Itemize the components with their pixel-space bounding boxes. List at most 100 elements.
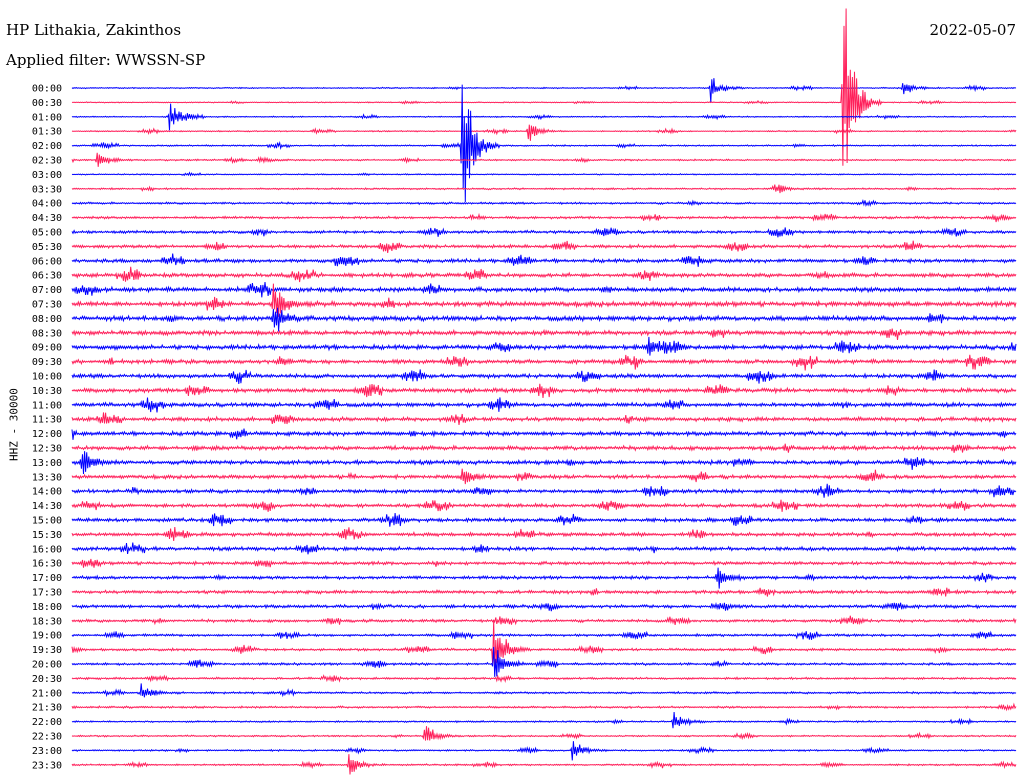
y-tick-2330: 23:30 bbox=[32, 760, 62, 771]
trace-row-0400 bbox=[71, 199, 1017, 208]
y-tick-1530: 15:30 bbox=[32, 530, 62, 541]
trace-row-1130 bbox=[71, 412, 1017, 425]
trace-row-1830 bbox=[71, 615, 1017, 626]
y-tick-0430: 04:30 bbox=[32, 213, 62, 224]
trace-row-1200 bbox=[71, 428, 1017, 440]
y-tick-0600: 06:00 bbox=[32, 256, 62, 267]
trace-row-1530 bbox=[71, 526, 1017, 542]
y-tick-2000: 20:00 bbox=[32, 660, 62, 671]
y-tick-1430: 14:30 bbox=[32, 501, 62, 512]
trace-row-1400 bbox=[71, 483, 1017, 498]
y-tick-1500: 15:00 bbox=[32, 516, 62, 527]
y-tick-1730: 17:30 bbox=[32, 588, 62, 599]
trace-row-1100 bbox=[71, 397, 1017, 413]
trace-row-1030 bbox=[71, 383, 1017, 398]
y-tick-2030: 20:30 bbox=[32, 674, 62, 685]
trace-row-2100 bbox=[71, 683, 1017, 698]
y-tick-0200: 02:00 bbox=[32, 141, 62, 152]
trace-row-0730 bbox=[71, 283, 1017, 317]
y-tick-1300: 13:00 bbox=[32, 458, 62, 469]
trace-row-1700 bbox=[71, 567, 1017, 589]
y-tick-2130: 21:30 bbox=[32, 703, 62, 714]
trace-row-0200 bbox=[71, 84, 1017, 203]
y-tick-0700: 07:00 bbox=[32, 285, 62, 296]
trace-row-1300 bbox=[71, 451, 1017, 475]
trace-row-1000 bbox=[71, 369, 1017, 384]
y-tick-0800: 08:00 bbox=[32, 314, 62, 325]
trace-row-0230 bbox=[71, 152, 1017, 167]
y-tick-1400: 14:00 bbox=[32, 487, 62, 498]
trace-row-0000 bbox=[71, 78, 1017, 104]
trace-row-1730 bbox=[71, 587, 1017, 597]
y-tick-1900: 19:00 bbox=[32, 631, 62, 642]
y-tick-1930: 19:30 bbox=[32, 645, 62, 656]
y-tick-1000: 10:00 bbox=[32, 372, 62, 383]
y-tick-1700: 17:00 bbox=[32, 573, 62, 584]
y-tick-0630: 06:30 bbox=[32, 271, 62, 282]
y-tick-2230: 22:30 bbox=[32, 732, 62, 743]
trace-row-0830 bbox=[71, 328, 1017, 340]
trace-row-2230 bbox=[71, 726, 1017, 741]
date-label: 2022-05-07 bbox=[929, 21, 1016, 39]
trace-row-0030 bbox=[71, 8, 1017, 166]
trace-row-0100 bbox=[71, 103, 1017, 131]
trace-row-2000 bbox=[71, 646, 1017, 677]
trace-row-2300 bbox=[71, 741, 1017, 761]
trace-row-0500 bbox=[71, 227, 1017, 238]
trace-row-1330 bbox=[71, 468, 1017, 485]
y-tick-0300: 03:00 bbox=[32, 170, 62, 181]
trace-row-2130 bbox=[71, 702, 1017, 712]
y-tick-0730: 07:30 bbox=[32, 300, 62, 311]
trace-row-0630 bbox=[71, 266, 1017, 283]
y-tick-2300: 23:00 bbox=[32, 746, 62, 757]
y-tick-1130: 11:30 bbox=[32, 415, 62, 426]
y-tick-1200: 12:00 bbox=[32, 429, 62, 440]
trace-row-2200 bbox=[71, 711, 1017, 729]
y-tick-0400: 04:00 bbox=[32, 199, 62, 210]
y-tick-0900: 09:00 bbox=[32, 343, 62, 354]
y-tick-0530: 05:30 bbox=[32, 242, 62, 253]
y-tick-0930: 09:30 bbox=[32, 357, 62, 368]
y-tick-2100: 21:00 bbox=[32, 688, 62, 699]
trace-row-0700 bbox=[71, 281, 1017, 298]
y-tick-1800: 18:00 bbox=[32, 602, 62, 613]
trace-row-1430 bbox=[71, 499, 1017, 512]
y-tick-1230: 12:30 bbox=[32, 444, 62, 455]
y-tick-0500: 05:00 bbox=[32, 228, 62, 239]
trace-row-0600 bbox=[71, 253, 1017, 267]
trace-row-0530 bbox=[71, 240, 1017, 253]
trace-row-0430 bbox=[71, 212, 1017, 223]
y-tick-1830: 18:30 bbox=[32, 616, 62, 627]
trace-row-1500 bbox=[71, 513, 1017, 527]
trace-row-1900 bbox=[71, 630, 1017, 640]
trace-row-0330 bbox=[71, 184, 1017, 194]
trace-row-1230 bbox=[71, 443, 1017, 453]
filter-label: Applied filter: WWSSN-SP bbox=[6, 51, 206, 69]
trace-row-1600 bbox=[71, 542, 1017, 555]
y-tick-1100: 11:00 bbox=[32, 400, 62, 411]
y-tick-1030: 10:30 bbox=[32, 386, 62, 397]
trace-row-1800 bbox=[71, 602, 1017, 612]
y-tick-0330: 03:30 bbox=[32, 184, 62, 195]
y-tick-0830: 08:30 bbox=[32, 328, 62, 339]
y-tick-1630: 16:30 bbox=[32, 559, 62, 570]
y-tick-0000: 00:00 bbox=[32, 84, 62, 95]
y-tick-0030: 00:30 bbox=[32, 98, 62, 109]
trace-row-2330 bbox=[71, 754, 1017, 775]
trace-row-0930 bbox=[71, 354, 1017, 371]
trace-row-0300 bbox=[71, 171, 1017, 177]
trace-row-1930 bbox=[71, 620, 1017, 671]
y-tick-1600: 16:00 bbox=[32, 544, 62, 555]
trace-row-2030 bbox=[71, 674, 1017, 683]
y-tick-labels: 00:00 00:30 01:00 01:30 02:00 02:30 03:00 03:30… bbox=[32, 84, 62, 772]
trace-row-0130 bbox=[71, 124, 1017, 141]
y-tick-2200: 22:00 bbox=[32, 717, 62, 728]
seismogram-traces bbox=[71, 8, 1017, 775]
trace-row-0800 bbox=[71, 307, 1017, 332]
y-tick-1330: 13:30 bbox=[32, 472, 62, 483]
y-tick-0100: 01:00 bbox=[32, 112, 62, 123]
y-tick-0130: 01:30 bbox=[32, 127, 62, 138]
y-tick-0230: 02:30 bbox=[32, 156, 62, 167]
trace-row-1630 bbox=[71, 558, 1017, 568]
